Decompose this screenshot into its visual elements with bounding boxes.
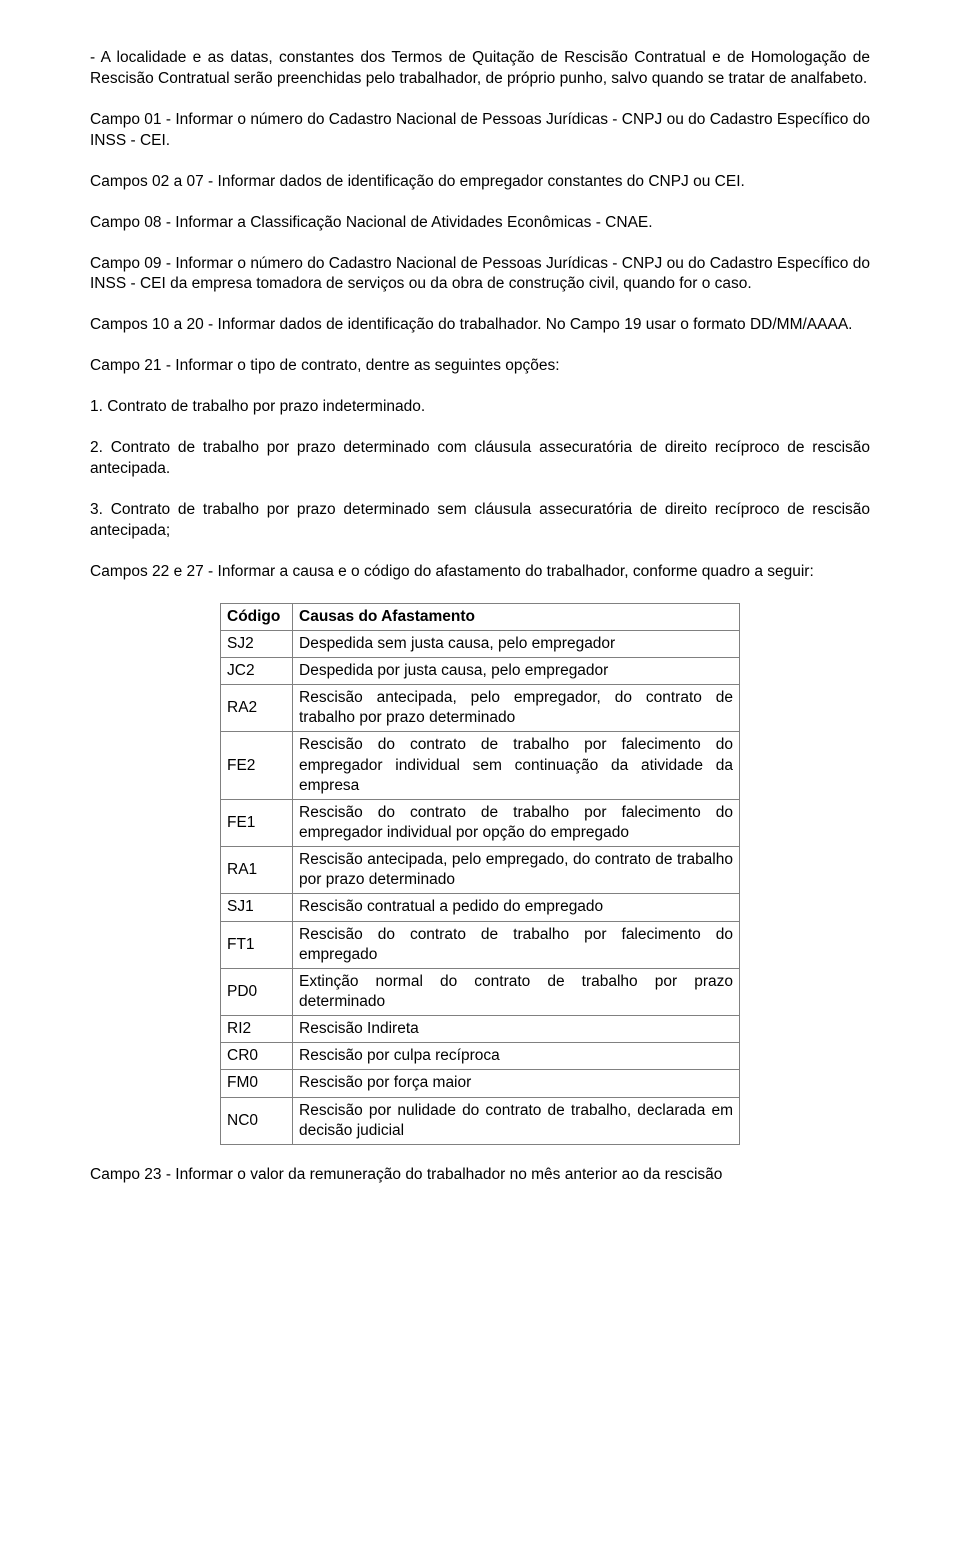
- cell-desc: Rescisão por culpa recíproca: [293, 1043, 740, 1070]
- cell-desc: Rescisão antecipada, pelo empregado, do …: [293, 847, 740, 894]
- cell-code: FM0: [221, 1070, 293, 1097]
- paragraph: Campos 22 e 27 - Informar a causa e o có…: [90, 562, 870, 583]
- cell-desc: Extinção normal do contrato de trabalho …: [293, 968, 740, 1015]
- cell-code: RA2: [221, 685, 293, 732]
- cell-code: FE1: [221, 799, 293, 846]
- table-row: SJ2Despedida sem justa causa, pelo empre…: [221, 630, 740, 657]
- table-row: PD0Extinção normal do contrato de trabal…: [221, 968, 740, 1015]
- cell-code: NC0: [221, 1097, 293, 1144]
- cell-code: FT1: [221, 921, 293, 968]
- paragraph: 2. Contrato de trabalho por prazo determ…: [90, 438, 870, 480]
- paragraph: 3. Contrato de trabalho por prazo determ…: [90, 500, 870, 542]
- cell-desc: Rescisão por força maior: [293, 1070, 740, 1097]
- cell-desc: Rescisão do contrato de trabalho por fal…: [293, 799, 740, 846]
- table-header-row: Código Causas do Afastamento: [221, 603, 740, 630]
- paragraph: Campos 02 a 07 - Informar dados de ident…: [90, 172, 870, 193]
- document-page: - A localidade e as datas, constantes do…: [0, 0, 960, 1226]
- cell-desc: Despedida sem justa causa, pelo empregad…: [293, 630, 740, 657]
- cell-code: CR0: [221, 1043, 293, 1070]
- table-row: RA2Rescisão antecipada, pelo empregador,…: [221, 685, 740, 732]
- cell-desc: Rescisão contratual a pedido do empregad…: [293, 894, 740, 921]
- cell-desc: Rescisão antecipada, pelo empregador, do…: [293, 685, 740, 732]
- cell-code: JC2: [221, 658, 293, 685]
- cell-code: FE2: [221, 732, 293, 799]
- table-header-codigo: Código: [221, 603, 293, 630]
- paragraph: Campo 23 - Informar o valor da remuneraç…: [90, 1165, 870, 1186]
- cell-desc: Rescisão Indireta: [293, 1016, 740, 1043]
- paragraph: Campo 01 - Informar o número do Cadastro…: [90, 110, 870, 152]
- table-row: FT1Rescisão do contrato de trabalho por …: [221, 921, 740, 968]
- table-row: FE2Rescisão do contrato de trabalho por …: [221, 732, 740, 799]
- cell-desc: Despedida por justa causa, pelo empregad…: [293, 658, 740, 685]
- table-header-causas: Causas do Afastamento: [293, 603, 740, 630]
- table-row: NC0Rescisão por nulidade do contrato de …: [221, 1097, 740, 1144]
- cell-code: SJ2: [221, 630, 293, 657]
- table-row: JC2Despedida por justa causa, pelo empre…: [221, 658, 740, 685]
- paragraph: - A localidade e as datas, constantes do…: [90, 48, 870, 90]
- cell-desc: Rescisão por nulidade do contrato de tra…: [293, 1097, 740, 1144]
- cell-code: RI2: [221, 1016, 293, 1043]
- paragraph: Campo 09 - Informar o número do Cadastro…: [90, 254, 870, 296]
- table-row: RI2Rescisão Indireta: [221, 1016, 740, 1043]
- table-container: Código Causas do Afastamento SJ2Despedid…: [90, 603, 870, 1145]
- paragraph: Campos 10 a 20 - Informar dados de ident…: [90, 315, 870, 336]
- cell-desc: Rescisão do contrato de trabalho por fal…: [293, 732, 740, 799]
- table-row: SJ1Rescisão contratual a pedido do empre…: [221, 894, 740, 921]
- afastamento-table: Código Causas do Afastamento SJ2Despedid…: [220, 603, 740, 1145]
- paragraph: Campo 08 - Informar a Classificação Naci…: [90, 213, 870, 234]
- table-body: SJ2Despedida sem justa causa, pelo empre…: [221, 630, 740, 1144]
- cell-code: RA1: [221, 847, 293, 894]
- table-row: CR0Rescisão por culpa recíproca: [221, 1043, 740, 1070]
- table-row: FM0Rescisão por força maior: [221, 1070, 740, 1097]
- paragraph: Campo 21 - Informar o tipo de contrato, …: [90, 356, 870, 377]
- table-row: FE1Rescisão do contrato de trabalho por …: [221, 799, 740, 846]
- cell-desc: Rescisão do contrato de trabalho por fal…: [293, 921, 740, 968]
- cell-code: SJ1: [221, 894, 293, 921]
- paragraph: 1. Contrato de trabalho por prazo indete…: [90, 397, 870, 418]
- cell-code: PD0: [221, 968, 293, 1015]
- table-row: RA1Rescisão antecipada, pelo empregado, …: [221, 847, 740, 894]
